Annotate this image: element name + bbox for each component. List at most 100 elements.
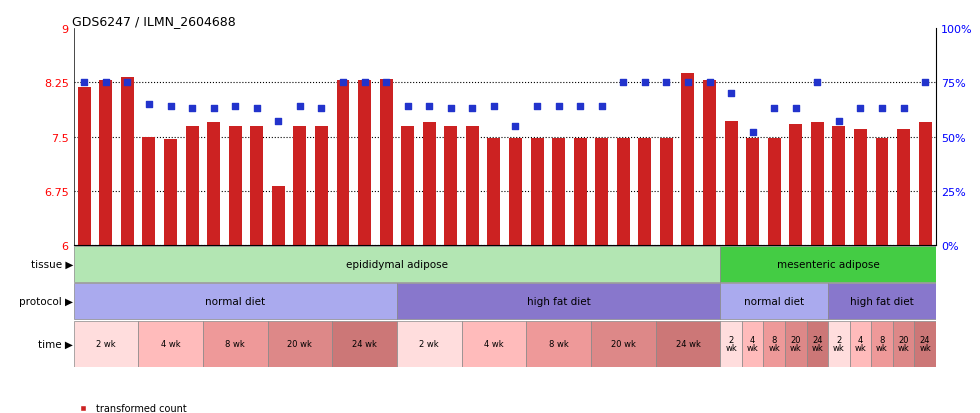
Bar <box>595 139 609 246</box>
Bar <box>807 321 828 367</box>
Bar <box>828 321 850 367</box>
Bar <box>763 321 785 367</box>
Point <box>141 102 157 108</box>
Bar <box>681 74 695 246</box>
Bar <box>746 139 760 246</box>
Point <box>76 80 92 86</box>
Bar <box>271 186 285 246</box>
Text: 4 wk: 4 wk <box>484 339 504 348</box>
Bar <box>810 123 824 246</box>
Text: 20
wk: 20 wk <box>790 335 802 352</box>
Point <box>702 80 717 86</box>
Text: high fat diet: high fat diet <box>526 297 591 306</box>
Bar <box>789 124 803 246</box>
Bar <box>914 321 936 367</box>
Text: 4
wk: 4 wk <box>747 335 759 352</box>
Bar <box>616 139 630 246</box>
Bar <box>767 139 781 246</box>
Point <box>120 80 135 86</box>
Text: 2
wk: 2 wk <box>725 335 737 352</box>
Text: 8 wk: 8 wk <box>549 339 568 348</box>
Text: protocol ▶: protocol ▶ <box>19 297 74 306</box>
Bar <box>897 130 910 246</box>
Text: 4 wk: 4 wk <box>161 339 180 348</box>
Point <box>421 104 437 110</box>
Point <box>400 104 416 110</box>
Point <box>551 104 566 110</box>
Point <box>508 123 523 130</box>
Point <box>831 119 847 126</box>
Bar <box>315 126 328 246</box>
Text: 2
wk: 2 wk <box>833 335 845 352</box>
Text: 8
wk: 8 wk <box>768 335 780 352</box>
Bar <box>530 139 544 246</box>
Bar <box>552 139 565 246</box>
Bar <box>591 321 656 367</box>
Bar <box>720 247 936 282</box>
Point <box>292 104 308 110</box>
Bar <box>142 137 156 246</box>
Bar <box>918 123 932 246</box>
Text: 20
wk: 20 wk <box>898 335 909 352</box>
Bar <box>526 321 591 367</box>
Point <box>745 130 760 136</box>
Bar <box>379 79 393 246</box>
Bar <box>138 321 203 367</box>
Text: 4
wk: 4 wk <box>855 335 866 352</box>
Point <box>184 106 200 112</box>
Bar <box>720 321 742 367</box>
Point <box>896 106 911 112</box>
Point <box>680 80 696 86</box>
Bar <box>74 284 397 319</box>
Bar <box>487 139 501 246</box>
Bar <box>358 81 371 246</box>
Point <box>615 80 631 86</box>
Text: 20 wk: 20 wk <box>611 339 636 348</box>
Bar <box>875 139 889 246</box>
Point <box>637 80 653 86</box>
Bar <box>99 81 113 246</box>
Point <box>594 104 610 110</box>
Point <box>766 106 782 112</box>
Text: 24 wk: 24 wk <box>352 339 377 348</box>
Point <box>465 106 480 112</box>
Bar <box>74 321 138 367</box>
Bar <box>509 139 522 246</box>
Point <box>917 80 933 86</box>
Text: 8
wk: 8 wk <box>876 335 888 352</box>
Bar <box>828 284 936 319</box>
Text: tissue ▶: tissue ▶ <box>30 259 74 269</box>
Point <box>206 106 221 112</box>
Bar <box>850 321 871 367</box>
Bar <box>203 321 268 367</box>
Bar <box>660 139 673 246</box>
Text: 24 wk: 24 wk <box>675 339 701 348</box>
Bar <box>422 123 436 246</box>
Bar <box>893 321 914 367</box>
Bar <box>466 126 479 246</box>
Point <box>98 80 114 86</box>
Bar <box>832 126 846 246</box>
Point <box>357 80 372 86</box>
Bar <box>228 126 242 246</box>
Point <box>659 80 674 86</box>
Bar <box>207 123 220 246</box>
Point <box>874 106 890 112</box>
Point <box>443 106 459 112</box>
Point <box>335 80 351 86</box>
Bar <box>397 284 720 319</box>
Bar <box>336 81 350 246</box>
Point <box>788 106 804 112</box>
Bar <box>77 88 91 246</box>
Point <box>270 119 286 126</box>
Point <box>314 106 329 112</box>
Bar <box>444 126 458 246</box>
Text: 2 wk: 2 wk <box>419 339 439 348</box>
Point <box>572 104 588 110</box>
Bar <box>785 321 807 367</box>
Bar <box>656 321 720 367</box>
Bar <box>871 321 893 367</box>
Point <box>529 104 545 110</box>
Bar <box>268 321 332 367</box>
Text: 8 wk: 8 wk <box>225 339 245 348</box>
